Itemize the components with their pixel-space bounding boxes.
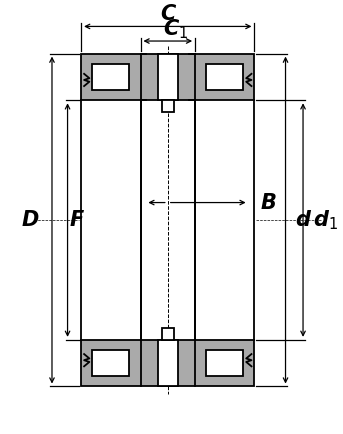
Text: C: C bbox=[160, 4, 176, 24]
Text: F: F bbox=[70, 210, 84, 230]
Text: D: D bbox=[22, 210, 39, 230]
Text: d: d bbox=[295, 210, 310, 230]
Bar bbox=[162, 328, 174, 340]
Polygon shape bbox=[81, 340, 255, 386]
Text: B: B bbox=[260, 193, 276, 213]
Bar bbox=[158, 54, 178, 100]
Text: d$_1$: d$_1$ bbox=[313, 208, 338, 232]
Polygon shape bbox=[81, 54, 255, 100]
Bar bbox=[206, 64, 243, 90]
Bar bbox=[158, 340, 178, 386]
Bar bbox=[92, 64, 129, 90]
Bar bbox=[92, 351, 129, 376]
Bar bbox=[162, 100, 174, 112]
Bar bbox=[206, 351, 243, 376]
Text: C$_1$: C$_1$ bbox=[163, 17, 188, 41]
